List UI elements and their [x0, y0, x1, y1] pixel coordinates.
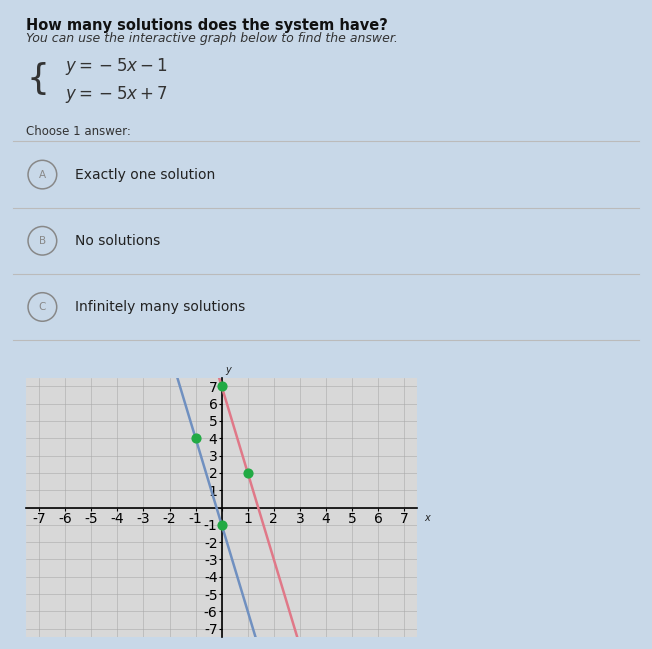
Text: A: A	[39, 169, 46, 180]
Text: {: {	[26, 62, 49, 96]
Text: Exactly one solution: Exactly one solution	[75, 167, 215, 182]
Text: x: x	[424, 513, 430, 523]
Point	[243, 468, 253, 478]
Text: $y = -5x + 7$: $y = -5x + 7$	[65, 84, 168, 104]
Text: Infinitely many solutions: Infinitely many solutions	[75, 300, 245, 314]
Point	[216, 520, 227, 530]
Text: C: C	[38, 302, 46, 312]
Text: $y = -5x - 1$: $y = -5x - 1$	[65, 56, 168, 77]
Text: You can use the interactive graph below to find the answer.: You can use the interactive graph below …	[26, 32, 398, 45]
Text: B: B	[39, 236, 46, 246]
Point	[190, 433, 201, 443]
Point	[216, 381, 227, 391]
Text: No solutions: No solutions	[75, 234, 160, 248]
Text: y: y	[226, 365, 231, 375]
Text: Choose 1 answer:: Choose 1 answer:	[26, 125, 131, 138]
Text: How many solutions does the system have?: How many solutions does the system have?	[26, 18, 388, 33]
